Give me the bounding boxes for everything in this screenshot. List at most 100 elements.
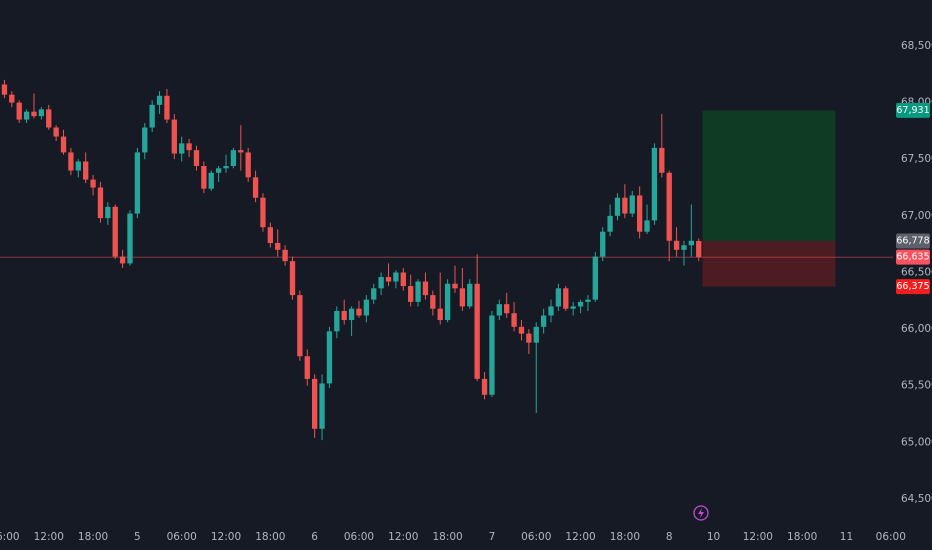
price-label: 66,635: [896, 252, 929, 263]
candle-body: [252, 177, 259, 198]
candle-body: [651, 147, 658, 221]
candle-body: [208, 172, 214, 189]
y-tick-label: 67,000: [901, 210, 932, 222]
x-tick-label: 06:00: [0, 531, 20, 543]
candle-body: [53, 127, 59, 137]
candle-body: [311, 378, 318, 429]
target-zone: [702, 110, 836, 241]
candle-body: [681, 245, 687, 250]
candle-body: [31, 111, 37, 117]
x-tick-label: 5: [134, 531, 141, 543]
candle-body: [215, 168, 222, 173]
x-tick-label: 18:00: [432, 531, 462, 543]
candle-body: [319, 383, 325, 429]
candle-body: [459, 288, 466, 307]
y-tick-label: 65,000: [901, 436, 932, 448]
candle-body: [334, 310, 340, 332]
candle-body: [193, 150, 200, 167]
candle-body: [666, 172, 672, 241]
candle-body: [696, 240, 702, 258]
candle-body: [526, 333, 532, 343]
candle-body: [97, 187, 104, 219]
candle-body: [156, 95, 163, 105]
price-label-box: [896, 102, 930, 118]
x-tick-label: 12:00: [388, 531, 418, 543]
candle-body: [570, 306, 576, 309]
candle-body: [600, 231, 606, 257]
candle-body: [179, 143, 185, 154]
candle-body: [415, 281, 421, 302]
y-tick-label: 66,500: [901, 266, 932, 278]
x-tick-label: 10: [707, 531, 720, 543]
x-tick-label: 06:00: [167, 531, 197, 543]
candle-body: [171, 119, 177, 154]
candle-body: [83, 161, 89, 180]
candle-body: [496, 304, 502, 316]
candle-body: [400, 272, 406, 287]
candle-body: [481, 378, 488, 395]
y-tick-label: 67,500: [901, 153, 932, 165]
candle-body: [282, 249, 288, 262]
candle-body: [23, 111, 30, 120]
candle-body: [444, 283, 451, 321]
candle-body: [119, 256, 126, 264]
x-tick-label: 18:00: [78, 531, 108, 543]
candle-body: [16, 102, 22, 120]
candle-body: [275, 243, 281, 250]
candle-body: [127, 213, 133, 264]
candle-body: [1, 84, 8, 95]
candle-body: [607, 215, 613, 232]
candle-body: [112, 206, 118, 257]
candle-body: [341, 310, 347, 321]
candle-body: [201, 166, 207, 189]
candle-body: [555, 288, 562, 307]
candle-body: [548, 306, 554, 316]
x-tick-label: 12:00: [34, 531, 64, 543]
x-tick-label: 11: [840, 531, 853, 543]
candle-body: [688, 240, 695, 246]
candle-body: [142, 127, 148, 153]
price-label: 66,778: [896, 235, 929, 246]
price-label-box: [896, 279, 930, 295]
x-tick-label: 06:00: [344, 531, 374, 543]
candle-body: [629, 195, 635, 214]
alert-icon[interactable]: [693, 505, 709, 521]
candle-body: [60, 136, 67, 153]
candle-body: [378, 276, 384, 289]
candle-body: [304, 356, 310, 379]
candle-body: [533, 326, 539, 343]
candle-body: [230, 150, 237, 167]
x-tick-label: 18:00: [787, 531, 817, 543]
candle-body: [245, 152, 251, 178]
candle-body: [134, 152, 141, 214]
candle-body: [673, 240, 680, 250]
candle-body: [164, 95, 170, 120]
x-tick-label: 8: [666, 531, 673, 543]
candle-body: [474, 283, 480, 379]
x-tick-label: 06:00: [521, 531, 551, 543]
candle-body: [223, 166, 229, 169]
candle-body: [75, 161, 81, 171]
candle-body: [385, 276, 392, 282]
candle-body: [622, 197, 628, 214]
candle-body: [289, 261, 296, 296]
price-label-box: [896, 249, 930, 265]
candle-body: [585, 299, 591, 302]
x-tick-label: 6: [311, 531, 318, 543]
candle-body: [149, 104, 155, 128]
candle-body: [592, 256, 598, 300]
candle-body: [452, 283, 458, 289]
x-tick-label: 12:00: [565, 531, 595, 543]
y-tick-label: 68,500: [901, 40, 932, 52]
candle-body: [68, 152, 74, 171]
x-tick-label: 7: [489, 531, 496, 543]
candle-body: [260, 197, 266, 228]
candle-body: [46, 109, 52, 128]
candle-body: [511, 313, 517, 327]
price-label: 66,375: [896, 281, 929, 292]
candle-body: [238, 150, 244, 153]
candle-body: [563, 288, 569, 309]
price-label: 67,931: [896, 105, 929, 116]
